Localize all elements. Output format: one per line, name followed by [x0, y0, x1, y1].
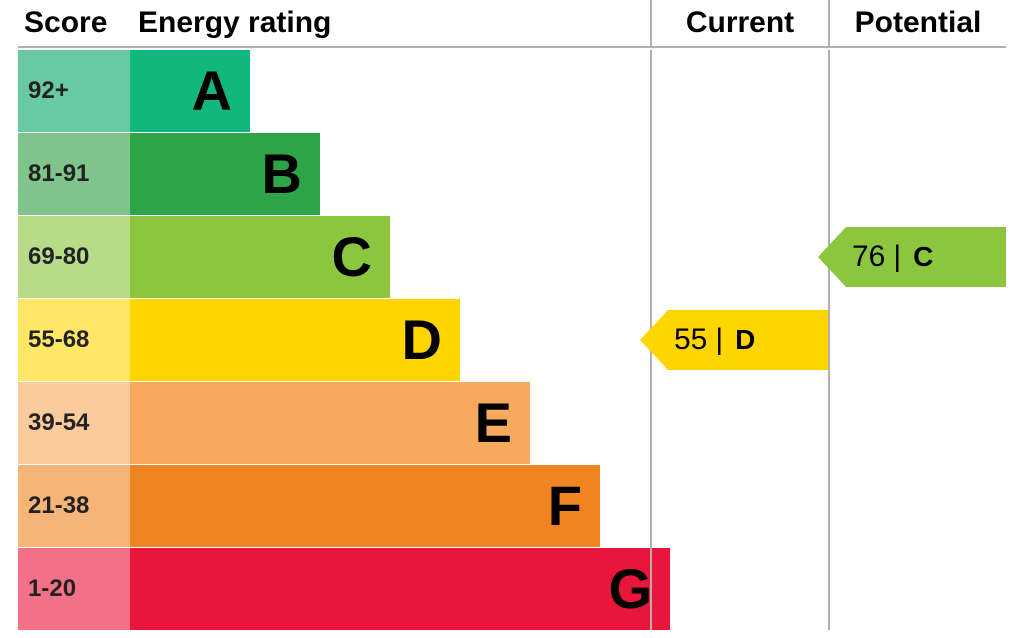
rating-bar-b: B: [130, 133, 320, 215]
divider-potential: [828, 50, 830, 630]
rating-bar-g: G: [130, 548, 670, 630]
score-cell-g: 1-20: [18, 548, 130, 630]
tag-separator: |: [707, 323, 731, 357]
energy-rating-chart: Score Energy rating Current Potential 92…: [0, 0, 1024, 638]
header-current: Current: [650, 0, 828, 46]
rating-letter-b: B: [262, 146, 302, 202]
band-row-f: 21-38 F: [18, 465, 1006, 547]
current-tag: 55|D: [640, 310, 828, 370]
rating-bar-d: D: [130, 299, 460, 381]
rating-letter-g: G: [608, 561, 652, 617]
score-cell-c: 69-80: [18, 216, 130, 298]
tag-body: 76|C: [846, 227, 1006, 287]
score-cell-a: 92+: [18, 50, 130, 132]
header-score: Score: [18, 0, 130, 46]
score-cell-d: 55-68: [18, 299, 130, 381]
tag-value: 76: [852, 240, 885, 274]
rating-bar-c: C: [130, 216, 390, 298]
header-rating: Energy rating: [130, 0, 650, 46]
tag-separator: |: [885, 240, 909, 274]
rating-letter-d: D: [402, 312, 442, 368]
rating-bar-f: F: [130, 465, 600, 547]
rating-letter-f: F: [548, 478, 582, 534]
tag-letter: D: [731, 324, 755, 356]
rating-bar-a: A: [130, 50, 250, 132]
potential-tag: 76|C: [818, 227, 1006, 287]
tag-arrow-icon: [818, 227, 846, 287]
tag-body: 55|D: [668, 310, 828, 370]
bands-container: 92+ A 81-91 B 69-80 C 55-68 D 39-54 E 21-38 F 1-20 G: [18, 50, 1006, 630]
rating-letter-e: E: [475, 395, 512, 451]
score-cell-f: 21-38: [18, 465, 130, 547]
tag-arrow-icon: [640, 310, 668, 370]
band-row-a: 92+ A: [18, 50, 1006, 132]
band-row-g: 1-20 G: [18, 548, 1006, 630]
score-cell-b: 81-91: [18, 133, 130, 215]
rating-bar-e: E: [130, 382, 530, 464]
band-row-e: 39-54 E: [18, 382, 1006, 464]
rating-letter-a: A: [192, 63, 232, 119]
header-row: Score Energy rating Current Potential: [18, 0, 1006, 48]
rating-letter-c: C: [332, 229, 372, 285]
band-row-d: 55-68 D: [18, 299, 1006, 381]
tag-value: 55: [674, 323, 707, 357]
tag-letter: C: [909, 241, 933, 273]
header-potential: Potential: [828, 0, 1006, 46]
band-row-b: 81-91 B: [18, 133, 1006, 215]
score-cell-e: 39-54: [18, 382, 130, 464]
